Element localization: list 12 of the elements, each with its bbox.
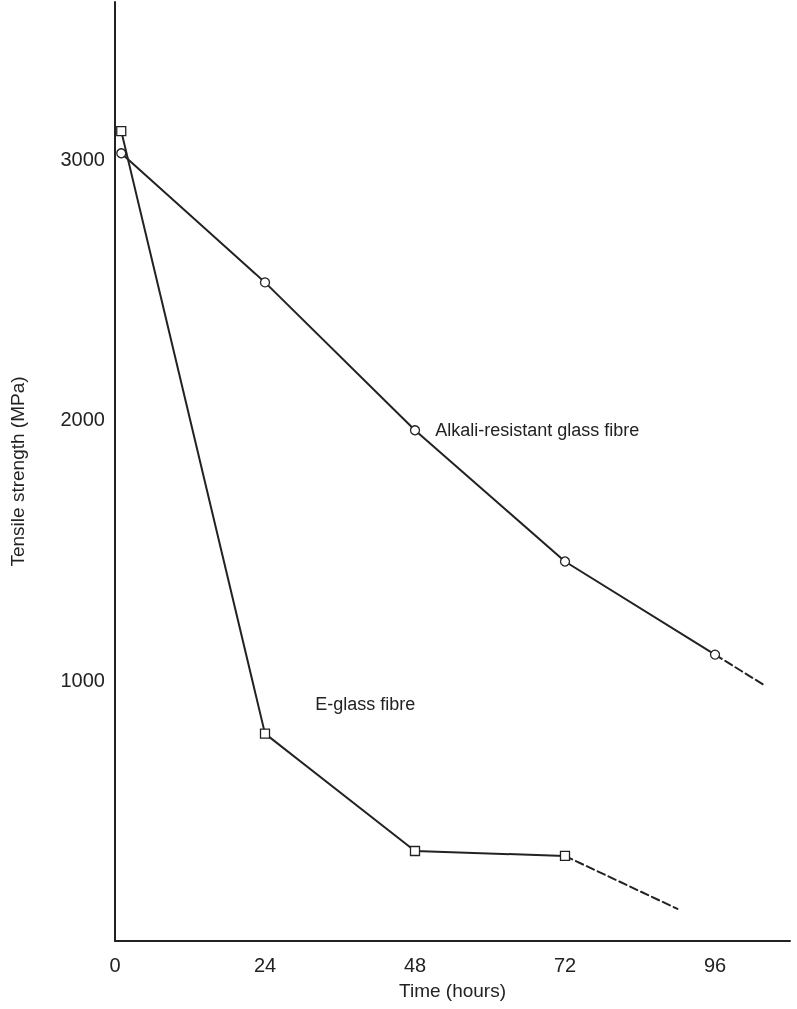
y-tick-label: 3000 <box>60 147 105 170</box>
series-label: Alkali-resistant glass fibre <box>435 420 640 441</box>
x-axis-title: Time (hours) <box>399 980 506 1001</box>
x-tick-label: 72 <box>553 954 577 976</box>
y-tick-label: 1000 <box>60 669 105 692</box>
x-tick-label: 0 <box>109 954 121 976</box>
x-tick-label: 24 <box>253 954 277 976</box>
x-tick-label: 96 <box>703 954 727 976</box>
x-tick-label: 48 <box>403 954 427 976</box>
text: E-glass fibre <box>315 693 416 714</box>
y-tick-label: 2000 <box>60 408 105 431</box>
y-axis-title: Tensile strength (MPa) <box>7 376 28 567</box>
